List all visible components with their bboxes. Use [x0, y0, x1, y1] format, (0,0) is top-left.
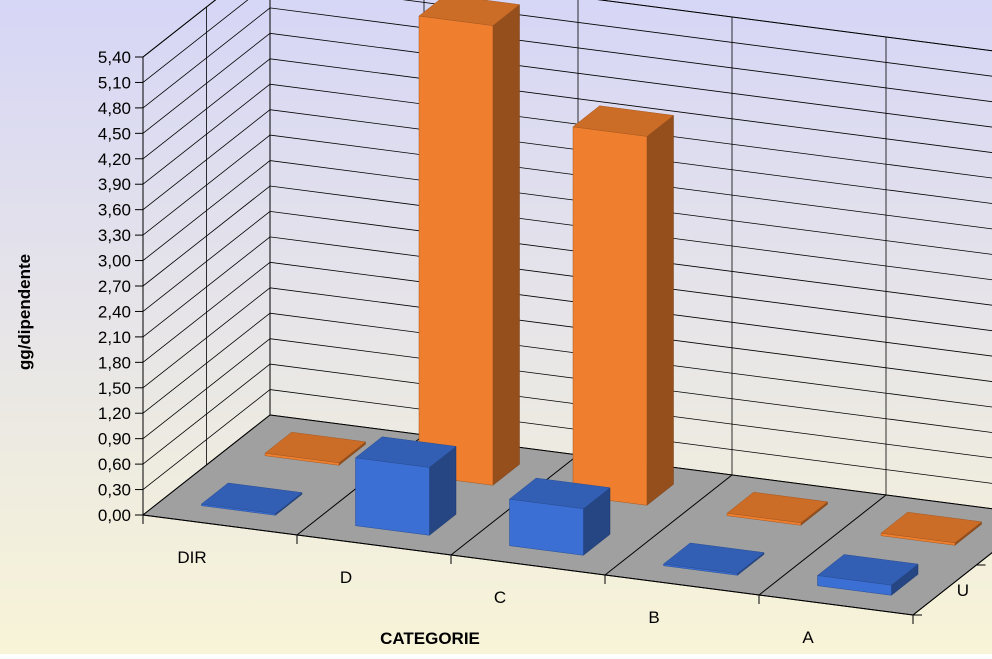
- y-tick-label: 0,60: [98, 455, 131, 474]
- bar-front: [572, 126, 648, 506]
- bar-top: [726, 491, 829, 524]
- bar-front: [509, 498, 584, 556]
- bars: [200, 0, 983, 596]
- y-tick-label: 1,80: [98, 353, 131, 372]
- bar-side: [646, 114, 674, 506]
- gridline: [142, 134, 992, 236]
- floor-divider: [604, 474, 733, 576]
- bar-top: [200, 482, 303, 514]
- x-axis: DIR D C B A: [142, 514, 914, 647]
- y-tick-label: 2,70: [98, 277, 131, 296]
- bar-D-C: [572, 105, 675, 506]
- y-tick-label: 0,90: [98, 430, 131, 449]
- bar-top: [354, 436, 457, 468]
- bar-side: [492, 4, 520, 486]
- gridline: [142, 261, 992, 363]
- bar-top: [816, 554, 919, 586]
- bar-top: [418, 0, 521, 26]
- y-tick-label: 5,10: [98, 73, 131, 92]
- gridline: [142, 338, 992, 440]
- gridline: [142, 7, 992, 109]
- gridline: [142, 363, 992, 465]
- gridline: [142, 32, 992, 134]
- x-tick-label: B: [648, 608, 659, 627]
- gridline: [142, 185, 992, 287]
- x-tick-label: A: [802, 628, 814, 647]
- bar-front: [355, 457, 430, 536]
- y-tick-label: 4,20: [98, 150, 131, 169]
- y-tick-label: 3,60: [98, 201, 131, 220]
- series-axis: UD: [912, 552, 992, 616]
- gridline: [142, 0, 992, 83]
- series-tick-label: U: [957, 581, 969, 600]
- bar-D-D: [418, 0, 521, 486]
- bar-D-B: [726, 491, 829, 526]
- gridline: [142, 0, 992, 58]
- gridline: [142, 389, 992, 490]
- bar-U-D: [354, 436, 457, 536]
- bar-D-A: [880, 511, 983, 546]
- bar-top: [572, 105, 675, 137]
- bar-D-DIR: [264, 431, 367, 466]
- floor-divider: [758, 494, 887, 596]
- gridline: [142, 83, 992, 185]
- y-tick-label: 4,50: [98, 124, 131, 143]
- gridline: [142, 287, 992, 389]
- x-tick-label: C: [494, 588, 506, 607]
- y-tick-label: 1,50: [98, 379, 131, 398]
- y-tick-label: 4,80: [98, 99, 131, 118]
- x-tick-label: D: [340, 568, 352, 587]
- y-axis-title: gg/dipendente: [15, 254, 34, 370]
- bar-top: [508, 477, 611, 509]
- y-tick-label: 2,40: [98, 302, 131, 321]
- gridline: [142, 236, 992, 338]
- bar-top: [662, 542, 765, 574]
- y-axis: 0,00 0,30 0,60 0,90 1,20 1,50 1,80 2,10 2,40 2,70…: [98, 48, 144, 525]
- gridline: [142, 210, 992, 312]
- gridline: [142, 58, 992, 160]
- bar-top: [880, 511, 983, 544]
- gridline: [142, 109, 992, 211]
- y-tick-label: 3,90: [98, 175, 131, 194]
- gridline: [142, 160, 992, 261]
- y-tick-label: 1,20: [98, 404, 131, 423]
- y-tick-label: 3,00: [98, 252, 131, 271]
- x-tick-label: DIR: [177, 548, 206, 567]
- x-axis-title: CATEGORIE: [380, 629, 480, 648]
- y-tick-label: 0,30: [98, 481, 131, 500]
- bar-U-C: [508, 477, 611, 556]
- bar-U-B: [662, 542, 765, 576]
- gridlines: [142, 0, 992, 495]
- bar-U-DIR: [200, 482, 303, 516]
- x-axis-line: [142, 514, 914, 616]
- y-tick-label: 5,40: [98, 48, 131, 67]
- bar-U-A: [816, 554, 919, 596]
- y-tick-label: 2,10: [98, 328, 131, 347]
- y-tick-label: 3,30: [98, 226, 131, 245]
- bar-front: [418, 15, 494, 486]
- gridline: [142, 312, 992, 414]
- y-tick-label: 0,00: [98, 506, 131, 525]
- bar-top: [264, 431, 367, 464]
